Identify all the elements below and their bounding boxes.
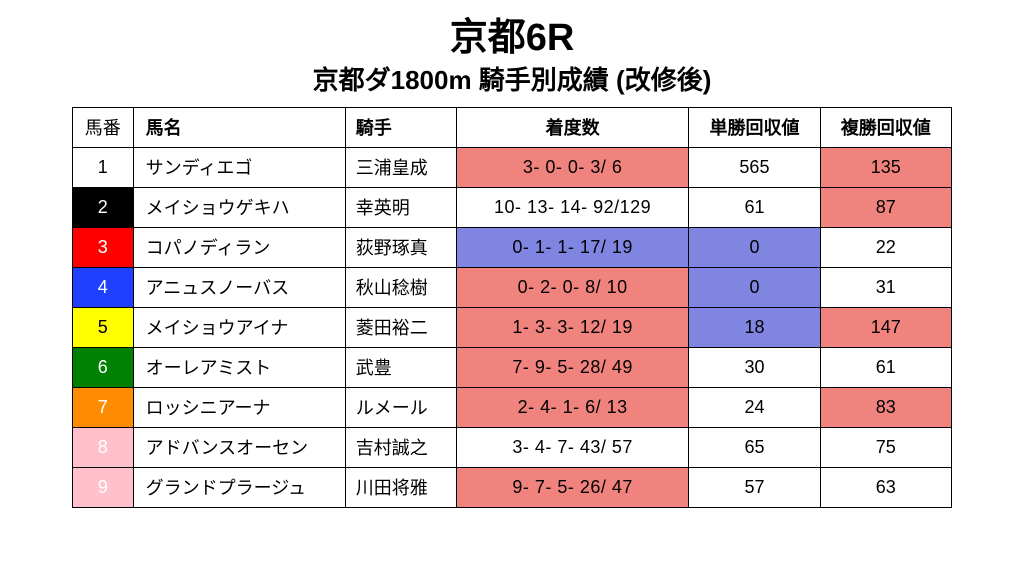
cell-jockey: 荻野琢真 [345, 227, 456, 267]
cell-name: ロッシニアーナ [133, 387, 345, 427]
table-row: 7ロッシニアーナルメール2- 4- 1- 6/ 132483 [73, 387, 952, 427]
cell-num: 8 [73, 427, 134, 467]
cell-record: 1- 3- 3- 12/ 19 [456, 307, 688, 347]
cell-num: 6 [73, 347, 134, 387]
cell-place: 31 [820, 267, 951, 307]
cell-win: 18 [689, 307, 820, 347]
cell-name: グランドプラージュ [133, 467, 345, 507]
cell-record: 3- 0- 0- 3/ 6 [456, 147, 688, 187]
cell-record: 7- 9- 5- 28/ 49 [456, 347, 688, 387]
page-subtitle: 京都ダ1800m 騎手別成績 (改修後) [313, 60, 712, 97]
results-table: 馬番 馬名 騎手 着度数 単勝回収値 複勝回収値 1サンディエゴ三浦皇成3- 0… [72, 107, 952, 508]
header-num: 馬番 [73, 107, 134, 147]
cell-place: 75 [820, 427, 951, 467]
cell-win: 0 [689, 227, 820, 267]
cell-jockey: 幸英明 [345, 187, 456, 227]
cell-jockey: ルメール [345, 387, 456, 427]
cell-place: 87 [820, 187, 951, 227]
cell-jockey: 武豊 [345, 347, 456, 387]
cell-name: メイショウゲキハ [133, 187, 345, 227]
cell-place: 147 [820, 307, 951, 347]
cell-place: 61 [820, 347, 951, 387]
cell-num: 9 [73, 467, 134, 507]
cell-name: サンディエゴ [133, 147, 345, 187]
cell-win: 24 [689, 387, 820, 427]
cell-win: 57 [689, 467, 820, 507]
cell-place: 63 [820, 467, 951, 507]
cell-record: 2- 4- 1- 6/ 13 [456, 387, 688, 427]
cell-place: 83 [820, 387, 951, 427]
header-name: 馬名 [133, 107, 345, 147]
cell-jockey: 吉村誠之 [345, 427, 456, 467]
table-row: 5メイショウアイナ菱田裕二1- 3- 3- 12/ 1918147 [73, 307, 952, 347]
cell-num: 1 [73, 147, 134, 187]
cell-place: 135 [820, 147, 951, 187]
cell-jockey: 菱田裕二 [345, 307, 456, 347]
header-place: 複勝回収値 [820, 107, 951, 147]
cell-win: 61 [689, 187, 820, 227]
cell-name: アドバンスオーセン [133, 427, 345, 467]
cell-jockey: 川田将雅 [345, 467, 456, 507]
cell-win: 65 [689, 427, 820, 467]
table-row: 4アニュスノーバス秋山稔樹0- 2- 0- 8/ 10031 [73, 267, 952, 307]
cell-name: オーレアミスト [133, 347, 345, 387]
cell-num: 7 [73, 387, 134, 427]
table-row: 8アドバンスオーセン吉村誠之3- 4- 7- 43/ 576575 [73, 427, 952, 467]
cell-place: 22 [820, 227, 951, 267]
header-record: 着度数 [456, 107, 688, 147]
header-jockey: 騎手 [345, 107, 456, 147]
cell-record: 0- 1- 1- 17/ 19 [456, 227, 688, 267]
cell-num: 3 [73, 227, 134, 267]
cell-record: 0- 2- 0- 8/ 10 [456, 267, 688, 307]
cell-num: 2 [73, 187, 134, 227]
cell-jockey: 秋山稔樹 [345, 267, 456, 307]
cell-win: 0 [689, 267, 820, 307]
cell-record: 3- 4- 7- 43/ 57 [456, 427, 688, 467]
table-row: 6オーレアミスト武豊7- 9- 5- 28/ 493061 [73, 347, 952, 387]
table-row: 1サンディエゴ三浦皇成3- 0- 0- 3/ 6565135 [73, 147, 952, 187]
cell-name: アニュスノーバス [133, 267, 345, 307]
cell-num: 5 [73, 307, 134, 347]
cell-win: 30 [689, 347, 820, 387]
cell-win: 565 [689, 147, 820, 187]
cell-record: 10- 13- 14- 92/129 [456, 187, 688, 227]
table-row: 2メイショウゲキハ幸英明10- 13- 14- 92/1296187 [73, 187, 952, 227]
table-header-row: 馬番 馬名 騎手 着度数 単勝回収値 複勝回収値 [73, 107, 952, 147]
cell-name: メイショウアイナ [133, 307, 345, 347]
cell-name: コパノディラン [133, 227, 345, 267]
table-row: 3コパノディラン荻野琢真0- 1- 1- 17/ 19022 [73, 227, 952, 267]
cell-record: 9- 7- 5- 26/ 47 [456, 467, 688, 507]
header-win: 単勝回収値 [689, 107, 820, 147]
table-row: 9グランドプラージュ川田将雅9- 7- 5- 26/ 475763 [73, 467, 952, 507]
page-title: 京都6R [450, 18, 575, 60]
cell-jockey: 三浦皇成 [345, 147, 456, 187]
cell-num: 4 [73, 267, 134, 307]
